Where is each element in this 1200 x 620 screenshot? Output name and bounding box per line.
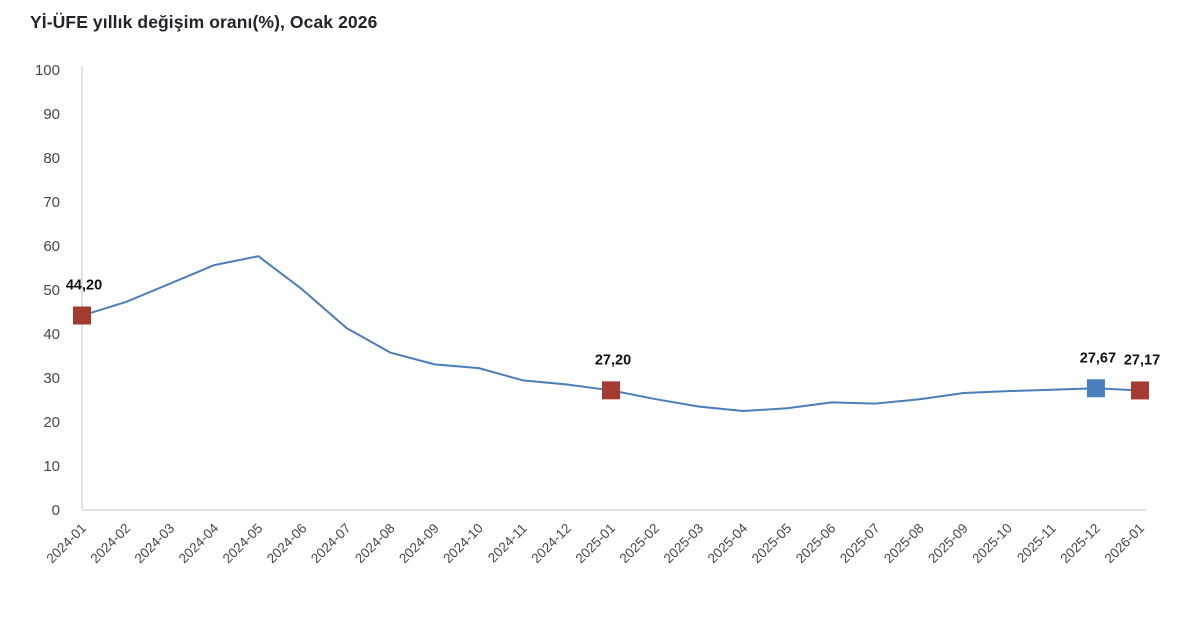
data-label-2025-01: 27,20: [595, 352, 631, 368]
x-axis-tick-label: 2024-09: [396, 521, 442, 567]
x-axis-tick-label: 2024-04: [176, 520, 222, 566]
x-axis-tick-label: 2025-10: [969, 521, 1015, 567]
x-axis-tick-label: 2024-10: [440, 521, 486, 567]
x-axis-tick-label: 2024-05: [220, 521, 266, 567]
x-axis-tick-label: 2025-07: [837, 521, 883, 567]
y-axis-tick-label: 10: [43, 458, 60, 475]
y-axis-tick-label: 30: [43, 370, 60, 387]
x-axis-tick-label: 2025-11: [1014, 521, 1059, 566]
x-axis-tick-label: 2025-09: [925, 521, 971, 567]
x-axis-tick-label: 2024-02: [88, 521, 134, 567]
x-axis-tick-label: 2024-06: [264, 521, 310, 567]
chart-title: Yİ-ÜFE yıllık değişim oranı(%), Ocak 202…: [30, 12, 378, 32]
y-axis-tick-label: 0: [52, 502, 60, 519]
x-axis-tick-label: 2024-08: [352, 521, 398, 567]
data-label-2025-12: 27,67: [1080, 350, 1116, 366]
x-axis-tick-label: 2025-12: [1057, 521, 1103, 567]
x-axis-tick-label: 2025-08: [881, 521, 927, 567]
data-marker-2026-01: [1131, 381, 1149, 400]
x-axis-tick-label: 2024-12: [528, 521, 574, 567]
x-axis-tick-label: 2025-04: [705, 520, 751, 566]
y-axis-tick-label: 20: [43, 414, 60, 431]
y-axis-tick-label: 100: [35, 62, 60, 79]
x-axis-tick-label: 2024-11: [485, 521, 530, 566]
x-axis-tick-label: 2026-01: [1101, 521, 1147, 567]
data-marker-2025-12: [1086, 379, 1105, 398]
x-axis-tick-label: 2025-03: [661, 521, 707, 567]
y-axis-tick-label: 80: [43, 150, 60, 167]
x-axis-tick-label: 2025-01: [572, 521, 618, 567]
x-axis-tick-label: 2024-07: [308, 521, 354, 567]
y-axis-tick-label: 50: [43, 282, 60, 299]
y-axis-tick-label: 90: [43, 106, 60, 123]
x-axis-tick-label: 2025-05: [749, 521, 795, 567]
y-axis-tick-label: 40: [43, 326, 60, 343]
data-label-2024-01: 44,20: [66, 278, 102, 294]
data-label-2026-01: 27,17: [1124, 352, 1160, 368]
x-axis-tick-label: 2024-01: [43, 521, 89, 567]
data-marker-2024-01: [73, 306, 91, 325]
x-axis-tick-label: 2025-06: [793, 521, 839, 567]
x-axis-tick-label: 2024-03: [132, 521, 178, 567]
data-marker-2025-01: [602, 381, 620, 400]
y-axis-tick-label: 70: [43, 194, 60, 211]
y-axis-tick-label: 60: [43, 238, 60, 255]
x-axis-tick-label: 2025-02: [617, 521, 663, 567]
